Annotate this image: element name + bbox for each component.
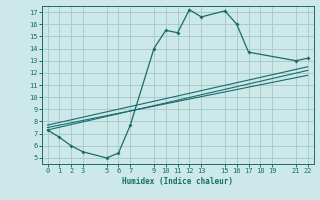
X-axis label: Humidex (Indice chaleur): Humidex (Indice chaleur)	[122, 177, 233, 186]
